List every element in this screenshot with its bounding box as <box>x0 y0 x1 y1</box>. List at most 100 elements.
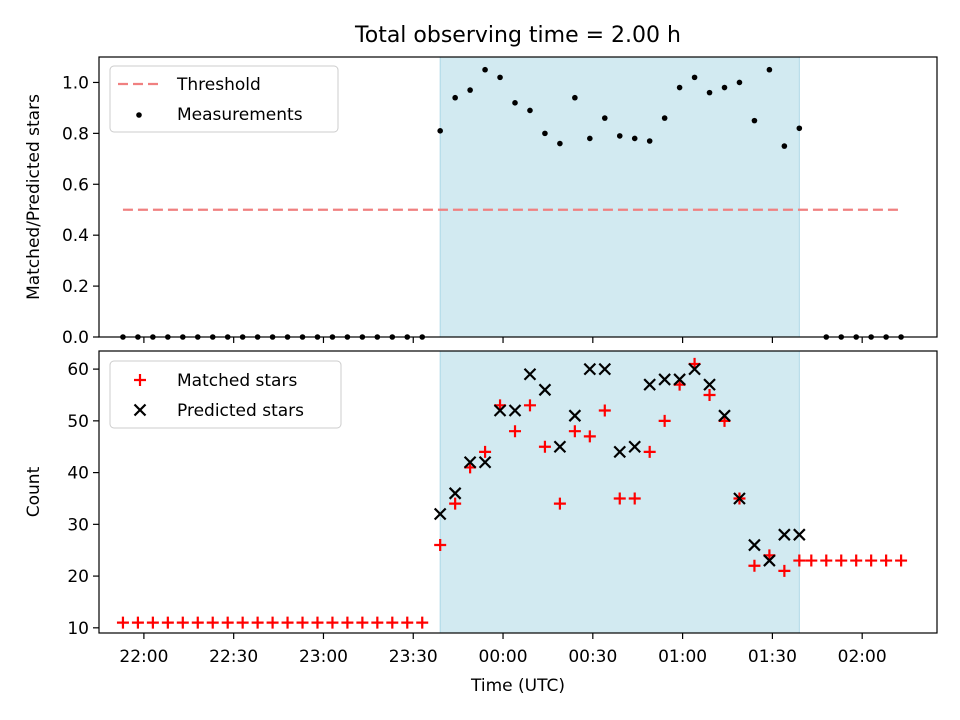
measurement-point <box>497 74 503 81</box>
matched-star-point <box>568 425 581 438</box>
bottom-ytick-label: 50 <box>67 412 89 432</box>
measurement-point <box>616 133 623 139</box>
predicted-star-point <box>688 362 701 376</box>
xtick-label: 00:30 <box>568 647 617 667</box>
predicted-star-point <box>478 455 492 469</box>
bottom-ytick-label: 20 <box>67 567 89 587</box>
legend-threshold-label: Threshold <box>176 75 261 95</box>
predicted-star-point <box>553 440 567 454</box>
top-ytick-label: 0.8 <box>62 124 89 144</box>
measurement-point <box>736 79 743 86</box>
matched-star-point <box>895 554 908 567</box>
predicted-star-point <box>673 373 686 386</box>
matched-star-point <box>434 539 447 552</box>
matched-star-point <box>311 616 324 629</box>
legend-measurements-swatch <box>136 112 142 118</box>
predicted-star-point <box>613 445 627 459</box>
matched-star-point <box>116 616 129 629</box>
matched-star-point <box>613 492 626 505</box>
matched-star-point <box>509 425 522 438</box>
xtick-label: 22:30 <box>209 647 258 667</box>
predicted-star-point <box>568 409 582 422</box>
bottom-ytick-label: 40 <box>67 464 89 484</box>
matched-star-point <box>221 616 234 629</box>
xtick-label: 02:00 <box>838 647 887 667</box>
matched-star-point <box>778 564 791 577</box>
bottom-axes-frame <box>98 350 938 634</box>
matched-star-point <box>266 616 279 629</box>
predicted-star-point <box>463 455 477 469</box>
matched-star-point <box>371 616 384 629</box>
xtick-label: 22:00 <box>119 647 168 667</box>
predicted-star-point <box>508 404 522 417</box>
predicted-star-point <box>793 528 806 541</box>
xtick-label: 01:00 <box>658 647 707 667</box>
measurement-point <box>512 100 518 106</box>
measurement-point <box>542 130 548 137</box>
top-legend: Threshold Measurements <box>109 65 339 133</box>
matched-star-point <box>146 616 159 629</box>
top-axes-frame <box>98 56 938 338</box>
matched-star-point <box>748 559 761 572</box>
measurement-point <box>706 89 713 96</box>
matched-star-point <box>281 616 294 629</box>
matched-star-point <box>643 445 656 458</box>
bottom-ylabel: Count <box>24 466 44 517</box>
bottom-ytick-label: 60 <box>67 360 89 380</box>
bottom-xlabel: Time (UTC) <box>470 676 565 696</box>
matched-star-point <box>553 497 566 510</box>
measurement-point <box>691 74 698 81</box>
top-ylabel: Matched/Predicted stars <box>24 94 44 300</box>
predicted-star-point <box>658 373 671 386</box>
matched-star-point <box>176 616 189 629</box>
matched-star-point <box>805 554 818 567</box>
top-observing-window <box>439 56 800 338</box>
matched-star-point <box>583 430 596 443</box>
predicted-star-point <box>538 383 552 397</box>
bottom-legend-box <box>109 360 342 429</box>
matched-star-point <box>416 616 429 629</box>
matched-star-point <box>850 554 863 567</box>
legend-predicted-swatch <box>133 403 147 417</box>
measurement-point <box>751 117 758 124</box>
matched-star-point <box>449 497 462 510</box>
matched-star-point <box>793 554 806 567</box>
bottom-legend: Matched stars Predicted stars <box>109 360 342 429</box>
top-panel: 0.0 0.2 0.4 0.6 0.8 1.0 Matched/Predicted star… <box>24 56 938 348</box>
measurement-point <box>527 107 533 114</box>
matched-star-point <box>386 616 399 629</box>
predicted-star-point <box>778 528 791 541</box>
matched-star-point <box>296 616 309 629</box>
predicted-star-point <box>598 362 612 376</box>
top-ytick-label: 0.2 <box>62 277 89 297</box>
bottom-ytick-label: 30 <box>67 515 89 535</box>
predicted-star-point <box>523 368 537 381</box>
measurement-point <box>587 135 593 142</box>
measurement-point <box>557 140 563 147</box>
matched-star-point <box>401 616 414 629</box>
xtick-label: 23:30 <box>389 647 438 667</box>
matched-star-point <box>658 414 671 427</box>
matched-star-point <box>341 616 354 629</box>
matched-star-point <box>131 616 144 629</box>
matched-star-point <box>326 616 339 629</box>
measurement-point <box>631 135 638 142</box>
top-legend-box <box>109 65 339 133</box>
bottom-observing-window <box>439 350 800 634</box>
predicted-star-point <box>433 507 447 521</box>
predicted-star-point <box>583 362 597 376</box>
measurement-point <box>467 87 473 93</box>
predicted-star-point <box>718 409 731 422</box>
measurement-point <box>766 66 773 73</box>
measurement-point <box>452 94 458 101</box>
matched-star-point <box>479 445 492 458</box>
matched-star-point <box>523 399 536 412</box>
measurement-point <box>482 66 488 73</box>
predicted-star-point <box>448 487 462 500</box>
matched-star-point <box>703 388 716 401</box>
matched-star-point <box>820 554 833 567</box>
top-ytick-label: 1.0 <box>62 73 89 93</box>
top-ytick-label: 0.6 <box>62 175 89 195</box>
legend-predicted-label: Predicted stars <box>177 401 304 421</box>
